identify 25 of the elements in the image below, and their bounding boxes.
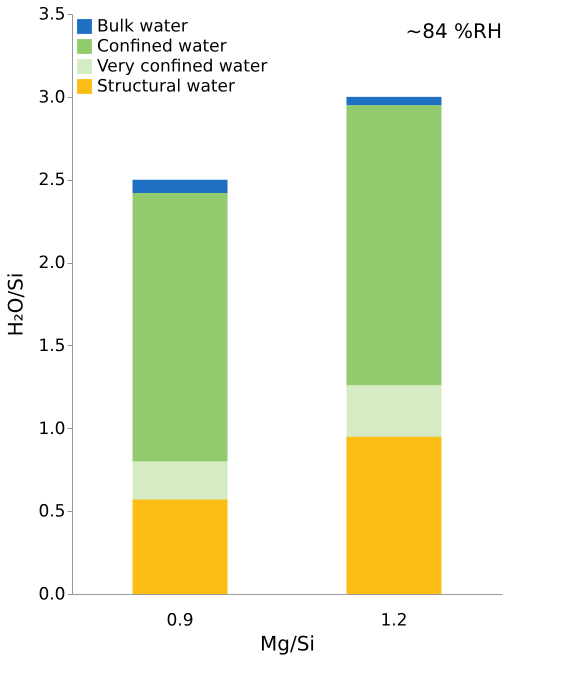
y-tick-label: 3.5 — [38, 4, 66, 24]
legend-label: Structural water — [97, 76, 235, 96]
y-tick-label: 0.5 — [38, 502, 66, 522]
y-tick-label: 1.5 — [38, 336, 66, 356]
y-tick-label: 2.5 — [38, 170, 66, 190]
bar — [132, 192, 228, 462]
bar — [132, 180, 228, 193]
y-axis-title: H₂O/Si — [3, 272, 28, 336]
bar — [346, 105, 442, 386]
x-tick-label: 0.9 — [166, 610, 194, 630]
bar — [346, 436, 442, 594]
y-tick-label: 1.0 — [38, 418, 66, 439]
x-tick-label: 1.2 — [380, 610, 408, 630]
y-tick-label: 0.0 — [38, 584, 66, 604]
legend-label: Very confined water — [97, 56, 268, 76]
x-axis-title: Mg/Si — [260, 632, 315, 656]
legend-label: Bulk water — [97, 16, 188, 36]
annotation: ~84 %RH — [405, 19, 502, 43]
y-tick-label: 2.0 — [38, 253, 66, 274]
bar — [346, 385, 442, 437]
legend-label: Confined water — [97, 36, 227, 56]
y-tick-label: 3.0 — [38, 87, 66, 108]
bar — [132, 461, 228, 500]
bar — [132, 500, 228, 594]
bar — [346, 96, 442, 106]
